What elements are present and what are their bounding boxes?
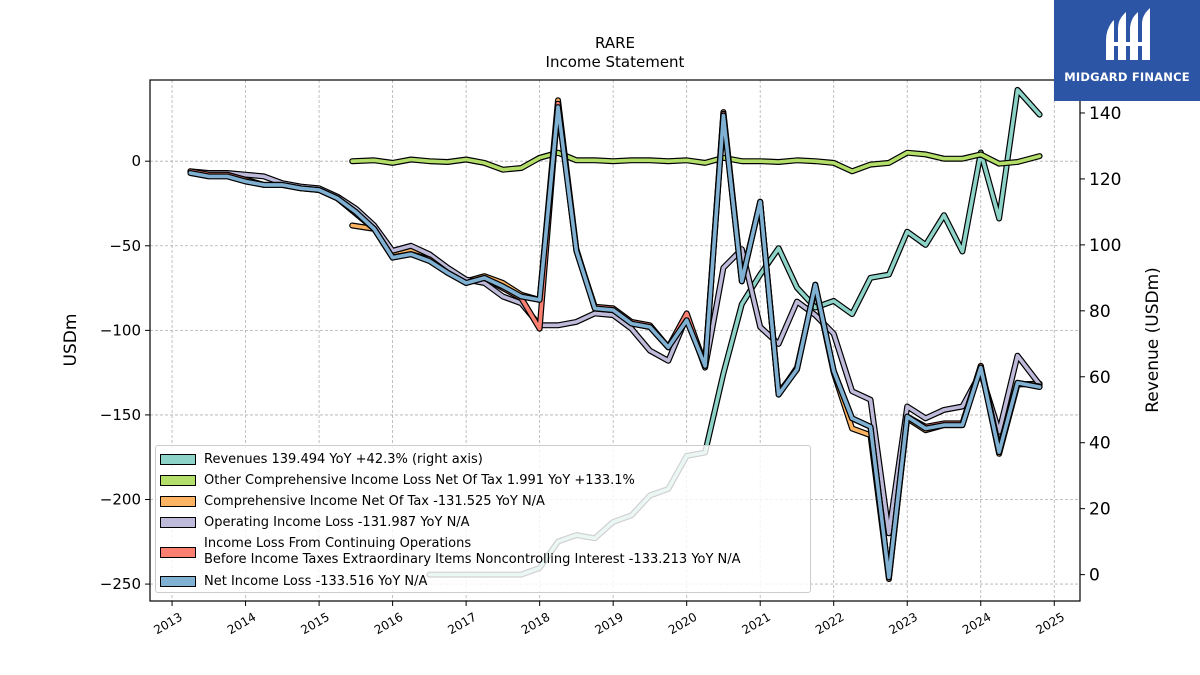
x-tick-label: 2025 [1034, 610, 1067, 637]
legend-label: Comprehensive Income Net Of Tax -131.525… [204, 493, 545, 509]
y-tick-label-right: 80 [1089, 302, 1111, 322]
series-5 [187, 104, 1043, 581]
chart-subtitle: Income Statement [546, 53, 685, 71]
legend-label: Revenues 139.494 YoY +42.3% (right axis) [204, 451, 483, 467]
y-tick-label-left: −200 [100, 491, 141, 509]
x-tick-label: 2018 [519, 610, 552, 637]
midgard-finance-logo: MIDGARD FINANCE [1054, 0, 1200, 101]
y-axis-label-right: Revenue (USDm) [1143, 267, 1163, 413]
y-tick-label-right: 0 [1089, 566, 1100, 586]
x-tick-label: 2016 [372, 610, 405, 637]
legend-item: Other Comprehensive Income Loss Net Of T… [160, 470, 804, 491]
legend-swatch [160, 576, 196, 587]
legend-swatch [160, 454, 196, 465]
series-line [188, 105, 1042, 580]
legend-label: Other Comprehensive Income Loss Net Of T… [204, 472, 635, 488]
y-tick-label-right: 100 [1089, 236, 1121, 256]
logo-text: MIDGARD FINANCE [1064, 70, 1190, 84]
logo-mark-icon [1106, 8, 1150, 60]
series-lines [187, 86, 1043, 582]
x-tick-label: 2017 [445, 610, 478, 637]
y-tick-label-left: −50 [109, 237, 141, 255]
y-tick-label-left: −150 [100, 406, 141, 424]
x-tick-label: 2022 [813, 610, 846, 637]
x-tick-label: 2014 [225, 610, 258, 637]
x-tick-label: 2021 [739, 610, 772, 637]
legend-item: Operating Income Loss -131.987 YoY N/A [160, 512, 804, 533]
x-tick-label: 2020 [666, 610, 699, 637]
x-tick-label: 2024 [960, 610, 993, 637]
legend-swatch [160, 496, 196, 507]
legend-label: Operating Income Loss -131.987 YoY N/A [204, 514, 470, 530]
y-tick-label-right: 60 [1089, 368, 1111, 388]
series-1 [349, 149, 1043, 175]
plot-frame [149, 79, 1081, 602]
legend-item: Net Income Loss -133.516 YoY N/A [160, 571, 804, 592]
legend-label: Net Income Loss -133.516 YoY N/A [204, 573, 428, 589]
y-tick-label-right: 140 [1089, 104, 1121, 124]
legend-item: Comprehensive Income Net Of Tax -131.525… [160, 491, 804, 512]
legend-label: Income Loss From Continuing Operations B… [204, 536, 741, 567]
chart-legend: Revenues 139.494 YoY +42.3% (right axis)… [155, 445, 811, 593]
y-tick-label-left: −250 [100, 575, 141, 593]
y-axis-label-left: USDm [61, 314, 81, 367]
y-tick-label-left: −100 [100, 321, 141, 339]
y-tick-label-left: 0 [131, 152, 141, 170]
x-tick-label: 2013 [151, 610, 184, 637]
chart-title: RARE [595, 34, 635, 52]
legend-swatch [160, 475, 196, 486]
legend-item: Income Loss From Continuing Operations B… [160, 533, 804, 571]
series-line [350, 150, 1042, 174]
y-tick-label-right: 120 [1089, 170, 1121, 190]
y-tick-label-right: 40 [1089, 434, 1111, 454]
legend-swatch [160, 517, 196, 528]
x-tick-label: 2019 [592, 610, 625, 637]
legend-item: Revenues 139.494 YoY +42.3% (right axis) [160, 449, 804, 470]
x-tick-label: 2015 [298, 610, 331, 637]
y-tick-label-right: 20 [1089, 500, 1111, 520]
legend-swatch [160, 546, 196, 558]
x-tick-label: 2023 [887, 610, 920, 637]
